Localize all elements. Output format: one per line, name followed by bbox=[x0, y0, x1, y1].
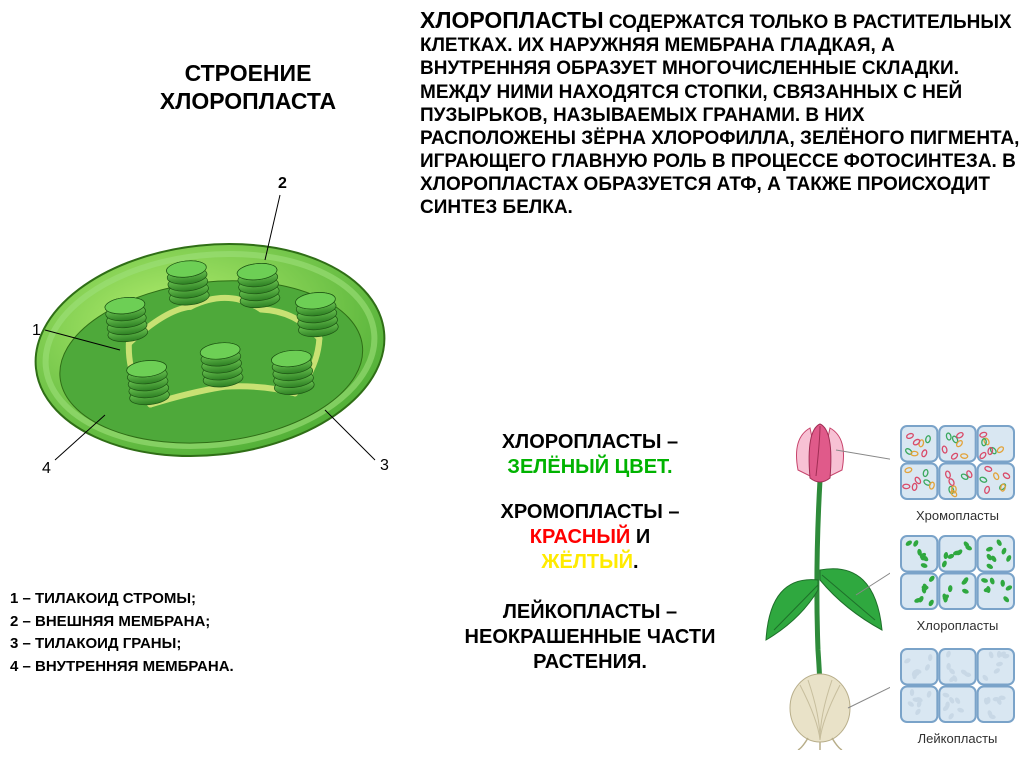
cb2-dot: . bbox=[633, 551, 639, 573]
diagram-label-4: 4 bbox=[42, 460, 51, 477]
leucoplast-cells: Лейкопласты bbox=[900, 648, 1015, 746]
diagram-label-3: 3 bbox=[380, 457, 389, 474]
main-text-body: СОДЕРЖАТСЯ ТОЛЬКО В РАСТИТЕЛЬНЫХ КЛЕТКАХ… bbox=[420, 12, 1019, 218]
diagram-label-1: 1 bbox=[32, 322, 41, 339]
chloroplast-cells: Хлоропласты bbox=[900, 535, 1015, 633]
diagram-label-2: 2 bbox=[278, 175, 287, 192]
leucoplast-color-note: ЛЕЙКОПЛАСТЫ – НЕОКРАШЕННЫЕ ЧАСТИ РАСТЕНИ… bbox=[420, 600, 760, 675]
cb2-and: И bbox=[630, 526, 650, 548]
cb3-text: ЛЕЙКОПЛАСТЫ – НЕОКРАШЕННЫЕ ЧАСТИ РАСТЕНИ… bbox=[465, 601, 716, 673]
chloroplast-label: Хлоропласты bbox=[900, 618, 1015, 633]
diagram-title: СТРОЕНИЕ ХЛОРОПЛАСТА bbox=[108, 60, 388, 115]
diagram-legend: 1 – ТИЛАКОИД СТРОМЫ; 2 – ВНЕШНЯЯ МЕМБРАН… bbox=[10, 588, 234, 678]
cb2-red: КРАСНЫЙ bbox=[530, 526, 631, 548]
chromoplast-cells: Хромопласты bbox=[900, 425, 1015, 523]
chloroplast-color-note: ХЛОРОПЛАСТЫ – ЗЕЛЁНЫЙ ЦВЕТ. bbox=[420, 430, 760, 480]
leucoplast-label: Лейкопласты bbox=[900, 731, 1015, 746]
main-text-lead: ХЛОРОПЛАСТЫ bbox=[420, 7, 604, 33]
chromoplast-label: Хромопласты bbox=[900, 508, 1015, 523]
legend-line-3: 3 – ТИЛАКОИД ГРАНЫ; bbox=[10, 633, 234, 656]
plant-illustration bbox=[760, 420, 890, 750]
chromoplast-color-note: ХРОМОПЛАСТЫ – КРАСНЫЙ И ЖЁЛТЫЙ. bbox=[420, 500, 760, 575]
main-description: ХЛОРОПЛАСТЫ СОДЕРЖАТСЯ ТОЛЬКО В РАСТИТЕЛ… bbox=[420, 6, 1020, 220]
legend-line-2: 2 – ВНЕШНЯЯ МЕМБРАНА; bbox=[10, 611, 234, 634]
cb2-yellow: ЖЁЛТЫЙ bbox=[541, 551, 633, 573]
cb1-label: ХЛОРОПЛАСТЫ – bbox=[502, 431, 678, 453]
legend-line-4: 4 – ВНУТРЕННЯЯ МЕМБРАНА. bbox=[10, 656, 234, 679]
legend-line-1: 1 – ТИЛАКОИД СТРОМЫ; bbox=[10, 588, 234, 611]
chloroplast-diagram: 1 2 3 4 bbox=[10, 140, 410, 500]
cb1-color: ЗЕЛЁНЫЙ ЦВЕТ. bbox=[507, 456, 672, 478]
cb2-label: ХРОМОПЛАСТЫ – bbox=[501, 501, 680, 523]
